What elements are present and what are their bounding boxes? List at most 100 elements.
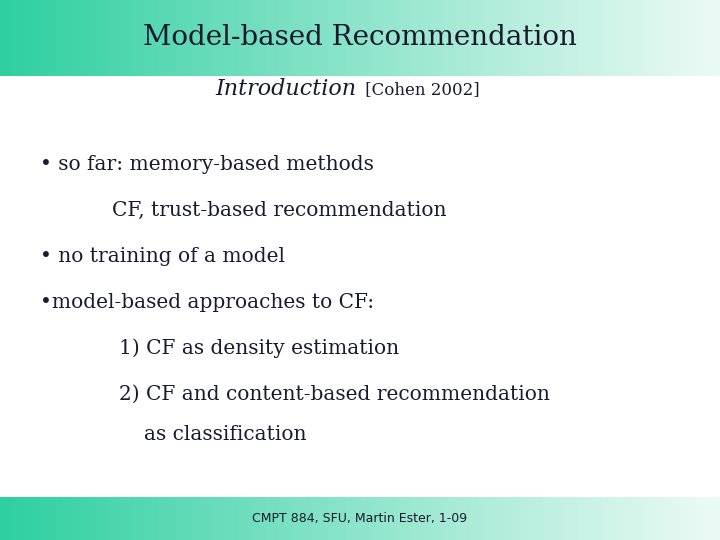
Bar	[297, 0, 300, 76]
Bar	[441, 0, 444, 76]
Bar	[600, 0, 603, 76]
Bar	[302, 497, 305, 540]
Bar	[276, 497, 279, 540]
Bar	[693, 497, 696, 540]
Bar	[252, 497, 254, 540]
Bar	[624, 0, 626, 76]
Bar	[250, 0, 252, 76]
Bar	[482, 497, 485, 540]
Bar	[655, 497, 657, 540]
Bar	[629, 0, 631, 76]
Bar	[194, 497, 197, 540]
Bar	[578, 497, 581, 540]
Bar	[689, 497, 691, 540]
Bar	[434, 0, 437, 76]
Bar	[324, 0, 326, 76]
Bar	[192, 497, 194, 540]
Bar	[130, 497, 132, 540]
Bar	[99, 0, 101, 76]
Bar	[693, 0, 696, 76]
Bar	[439, 0, 441, 76]
Bar	[355, 0, 358, 76]
Bar	[171, 497, 173, 540]
Bar	[322, 0, 324, 76]
Bar	[485, 497, 487, 540]
Bar	[581, 0, 583, 76]
Text: Introduction: Introduction	[215, 78, 356, 100]
Bar	[612, 497, 614, 540]
Bar	[101, 0, 103, 76]
Bar	[346, 0, 348, 76]
Bar	[178, 0, 180, 76]
Bar	[401, 497, 403, 540]
Bar	[351, 497, 353, 540]
Bar	[574, 0, 576, 76]
Bar	[686, 497, 689, 540]
Bar	[178, 497, 180, 540]
Bar	[257, 0, 259, 76]
Bar	[185, 0, 187, 76]
Bar	[492, 497, 495, 540]
Bar	[84, 0, 86, 76]
Bar	[456, 0, 459, 76]
Bar	[180, 0, 182, 76]
Bar	[202, 0, 204, 76]
Bar	[27, 497, 29, 540]
Bar	[125, 0, 127, 76]
Bar	[106, 0, 108, 76]
Bar	[423, 0, 425, 76]
Bar	[650, 0, 653, 76]
Bar	[545, 497, 547, 540]
Bar	[588, 0, 590, 76]
Bar	[293, 497, 295, 540]
Bar	[38, 497, 41, 540]
Bar	[477, 0, 480, 76]
Bar	[168, 0, 171, 76]
Bar	[624, 497, 626, 540]
Bar	[588, 497, 590, 540]
Bar	[156, 0, 158, 76]
Bar	[14, 0, 17, 76]
Bar	[372, 497, 374, 540]
Bar	[562, 497, 564, 540]
Bar	[682, 497, 684, 540]
Bar	[660, 0, 662, 76]
Bar	[194, 0, 197, 76]
Bar	[151, 497, 153, 540]
Bar	[216, 0, 218, 76]
Bar	[523, 497, 526, 540]
Bar	[149, 0, 151, 76]
Bar	[254, 497, 257, 540]
Bar	[43, 0, 45, 76]
Bar	[45, 0, 48, 76]
Bar	[94, 0, 96, 76]
Bar	[41, 497, 43, 540]
Bar	[547, 0, 549, 76]
Bar	[31, 0, 34, 76]
Bar	[315, 497, 317, 540]
Bar	[636, 497, 639, 540]
Bar	[605, 497, 607, 540]
Bar	[643, 0, 646, 76]
Bar	[657, 497, 660, 540]
Bar	[542, 0, 545, 76]
Bar	[238, 497, 240, 540]
Bar	[415, 0, 418, 76]
Bar	[79, 497, 81, 540]
Bar	[317, 0, 319, 76]
Bar	[329, 0, 331, 76]
Bar	[542, 497, 545, 540]
Bar	[163, 0, 166, 76]
Bar	[351, 0, 353, 76]
Bar	[408, 497, 410, 540]
Bar	[307, 497, 310, 540]
Bar	[490, 0, 492, 76]
Bar	[396, 497, 398, 540]
Bar	[238, 0, 240, 76]
Bar	[302, 0, 305, 76]
Bar	[127, 497, 130, 540]
Bar	[254, 0, 257, 76]
Bar	[569, 497, 571, 540]
Bar	[639, 0, 641, 76]
Bar	[549, 497, 552, 540]
